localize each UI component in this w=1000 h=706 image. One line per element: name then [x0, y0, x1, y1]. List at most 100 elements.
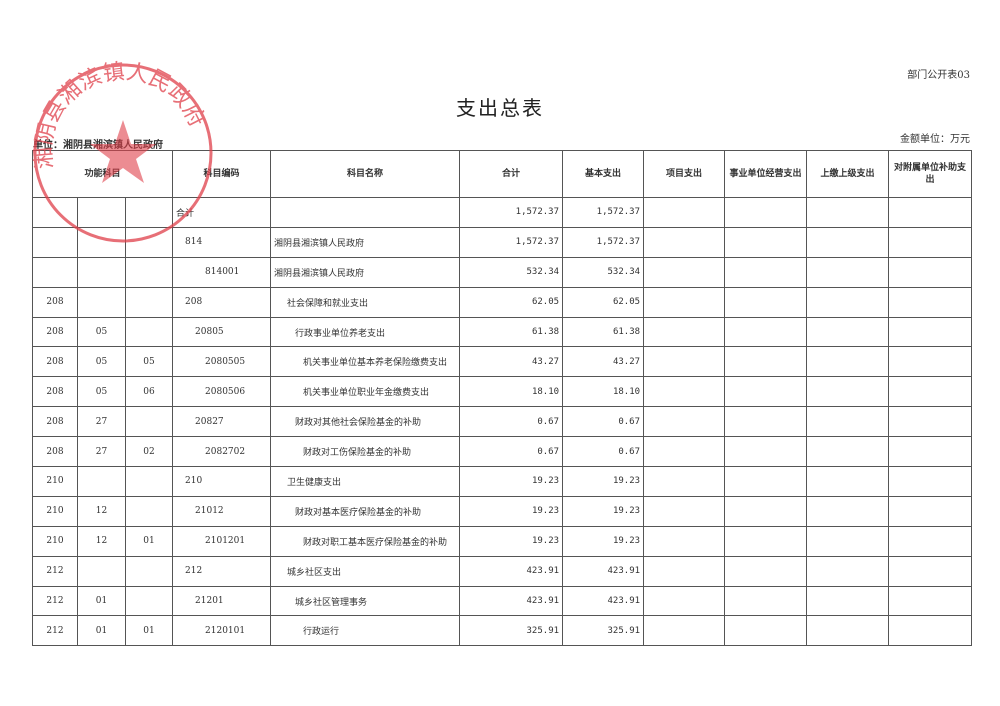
subsidy-amount-cell [888, 316, 973, 348]
subject-code-cell: 合计 [172, 197, 272, 228]
basic-amount-cell: 325.91 [562, 615, 645, 647]
project-amount-cell [643, 436, 726, 468]
function-item-cell: 05 [77, 346, 126, 378]
function-subitem-cell: 05 [124, 346, 174, 378]
function-subitem-cell [124, 286, 174, 318]
total-amount-cell: 0.67 [459, 406, 564, 438]
total-amount-cell: 19.23 [459, 495, 564, 527]
remit-amount-cell [806, 286, 890, 318]
subject-code-cell: 210 [172, 466, 272, 497]
table-row: 208 05 06 2080506 机关事业单位职业年金缴费支出 18.10 18.10 [32, 376, 973, 408]
expenditure-table: 功能科目 科目编码 科目名称 合计 基本支出 项目支出 事业单位经营支出 上缴上… [31, 150, 973, 647]
function-item-cell [77, 256, 126, 288]
function-item-cell [77, 555, 126, 587]
function-subitem-cell [124, 585, 174, 617]
function-subitem-cell [124, 226, 174, 258]
subject-code-cell: 208 [172, 286, 272, 318]
function-class-cell: 210 [32, 466, 78, 497]
subsidy-amount-cell [888, 286, 973, 318]
table-row: 212 01 01 2120101 行政运行 325.91 325.91 [32, 615, 973, 647]
project-amount-cell [643, 197, 726, 228]
subject-code-cell: 212 [172, 555, 272, 587]
function-item-cell: 01 [77, 615, 126, 647]
function-subitem-cell: 06 [124, 376, 174, 408]
function-class-cell [32, 256, 78, 288]
subject-code-cell: 20827 [172, 406, 272, 438]
function-class-cell: 210 [32, 495, 78, 527]
business-amount-cell [724, 406, 808, 438]
function-subitem-cell [124, 316, 174, 348]
table-row: 210 210 卫生健康支出 19.23 19.23 [32, 466, 973, 497]
remit-amount-cell [806, 525, 890, 557]
function-item-cell: 01 [77, 585, 126, 617]
table-row: 210 12 21012 财政对基本医疗保险基金的补助 19.23 19.23 [32, 495, 973, 527]
basic-amount-cell: 0.67 [562, 436, 645, 468]
subject-name-cell: 机关事业单位基本养老保险缴费支出 [270, 346, 461, 378]
project-amount-cell [643, 555, 726, 587]
basic-amount-cell: 19.23 [562, 466, 645, 497]
business-amount-cell [724, 555, 808, 587]
header-code: 科目编码 [172, 150, 272, 198]
business-amount-cell [724, 197, 808, 228]
total-amount-cell: 62.05 [459, 286, 564, 318]
project-amount-cell [643, 495, 726, 527]
table-row: 208 208 社会保障和就业支出 62.05 62.05 [32, 286, 973, 318]
subsidy-amount-cell [888, 555, 973, 587]
subject-name-cell: 社会保障和就业支出 [270, 286, 461, 318]
remit-amount-cell [806, 256, 890, 288]
project-amount-cell [643, 466, 726, 497]
function-class-cell: 210 [32, 525, 78, 557]
function-item-cell [77, 226, 126, 258]
project-amount-cell [643, 585, 726, 617]
table-row: 合计 1,572.37 1,572.37 [32, 197, 973, 228]
total-amount-cell: 19.23 [459, 466, 564, 497]
subject-code-cell: 20805 [172, 316, 272, 348]
business-amount-cell [724, 286, 808, 318]
project-amount-cell [643, 316, 726, 348]
header-remit: 上缴上级支出 [806, 150, 890, 198]
remit-amount-cell [806, 555, 890, 587]
header-function-subject: 功能科目 [31, 150, 174, 198]
remit-amount-cell [806, 226, 890, 258]
business-amount-cell [724, 316, 808, 348]
total-amount-cell: 1,572.37 [459, 226, 564, 258]
project-amount-cell [643, 406, 726, 438]
business-amount-cell [724, 376, 808, 408]
basic-amount-cell: 1,572.37 [562, 197, 645, 228]
remit-amount-cell [806, 585, 890, 617]
total-amount-cell: 19.23 [459, 525, 564, 557]
subsidy-amount-cell [888, 406, 973, 438]
basic-amount-cell: 0.67 [562, 406, 645, 438]
subject-name-cell [270, 197, 461, 228]
subject-code-cell: 2082702 [172, 436, 272, 468]
basic-amount-cell: 19.23 [562, 495, 645, 527]
business-amount-cell [724, 615, 808, 647]
total-amount-cell: 532.34 [459, 256, 564, 288]
subject-name-cell: 机关事业单位职业年金缴费支出 [270, 376, 461, 408]
subject-code-cell: 814 [172, 226, 272, 258]
function-class-cell [32, 197, 78, 228]
header-project: 项目支出 [643, 150, 726, 198]
business-amount-cell [724, 256, 808, 288]
function-class-cell: 208 [32, 406, 78, 438]
subject-code-cell: 2080506 [172, 376, 272, 408]
header-basic: 基本支出 [562, 150, 645, 198]
table-row: 208 05 20805 行政事业单位养老支出 61.38 61.38 [32, 316, 973, 348]
subject-name-cell: 城乡社区管理事务 [270, 585, 461, 617]
header-subsidy: 对附属单位补助支出 [888, 150, 973, 198]
subject-name-cell: 湘阴县湘滨镇人民政府 [270, 226, 461, 258]
basic-amount-cell: 1,572.37 [562, 226, 645, 258]
header-row: 功能科目 科目编码 科目名称 合计 基本支出 项目支出 事业单位经营支出 上缴上… [31, 150, 973, 198]
function-class-cell: 212 [32, 585, 78, 617]
remit-amount-cell [806, 376, 890, 408]
function-class-cell: 208 [32, 286, 78, 318]
table-row: 212 212 城乡社区支出 423.91 423.91 [32, 555, 973, 587]
total-amount-cell: 423.91 [459, 585, 564, 617]
table-row: 208 05 05 2080505 机关事业单位基本养老保险缴费支出 43.27 43.27 [32, 346, 973, 378]
total-amount-cell: 43.27 [459, 346, 564, 378]
table-row: 814001 湘阴县湘滨镇人民政府 532.34 532.34 [32, 256, 973, 288]
total-amount-cell: 61.38 [459, 316, 564, 348]
subject-name-cell: 财政对职工基本医疗保险基金的补助 [270, 525, 461, 557]
subsidy-amount-cell [888, 615, 973, 647]
subsidy-amount-cell [888, 197, 973, 228]
